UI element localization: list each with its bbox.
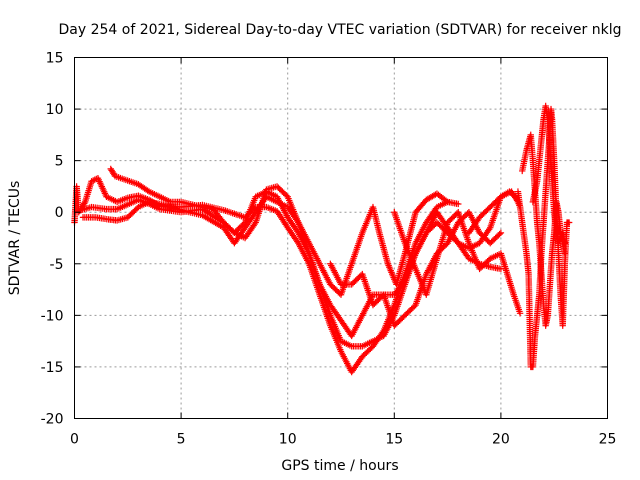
x-tick-label: 15 [385,432,403,448]
data-point [496,230,503,238]
axis-ticks: 0 5 10 15 20 25 -20 -15 -10 -5 0 5 10 15 [41,51,617,448]
y-tick-label: -5 [50,257,64,273]
x-tick-label: 20 [492,432,510,448]
data-point [444,198,451,206]
data-point [455,200,462,208]
data-point [497,229,505,237]
data-series-track-10 [529,102,569,247]
y-tick-label: -20 [41,412,64,428]
data-marks [71,102,573,376]
data-series-track-6 [391,209,524,317]
y-tick-label: -10 [41,308,64,324]
y-axis-label: SDTVAR / TECUs [7,181,23,296]
x-tick-label: 0 [70,432,79,448]
x-tick-label: 5 [177,432,186,448]
data-point [379,292,386,300]
data-series-track-4 [107,165,505,340]
y-tick-label: 0 [55,205,64,221]
data-point [144,187,151,194]
x-tick-label: 25 [599,432,617,448]
x-axis-label: GPS time / hours [281,458,398,474]
data-point [561,239,569,247]
data-point [516,310,524,317]
y-tick-label: 5 [55,154,64,170]
plot-frame [74,57,608,419]
data-point [81,200,88,207]
data-point [561,250,569,257]
data-point [565,219,573,226]
y-tick-label: 15 [46,51,64,67]
chart-title: Day 254 of 2021, Sidereal Day-to-day VTE… [59,22,622,38]
y-tick-label: 10 [46,102,64,118]
data-series-track-9 [519,131,569,329]
data-point [442,197,450,204]
y-tick-label: -15 [41,360,64,376]
x-tick-label: 10 [279,432,297,448]
